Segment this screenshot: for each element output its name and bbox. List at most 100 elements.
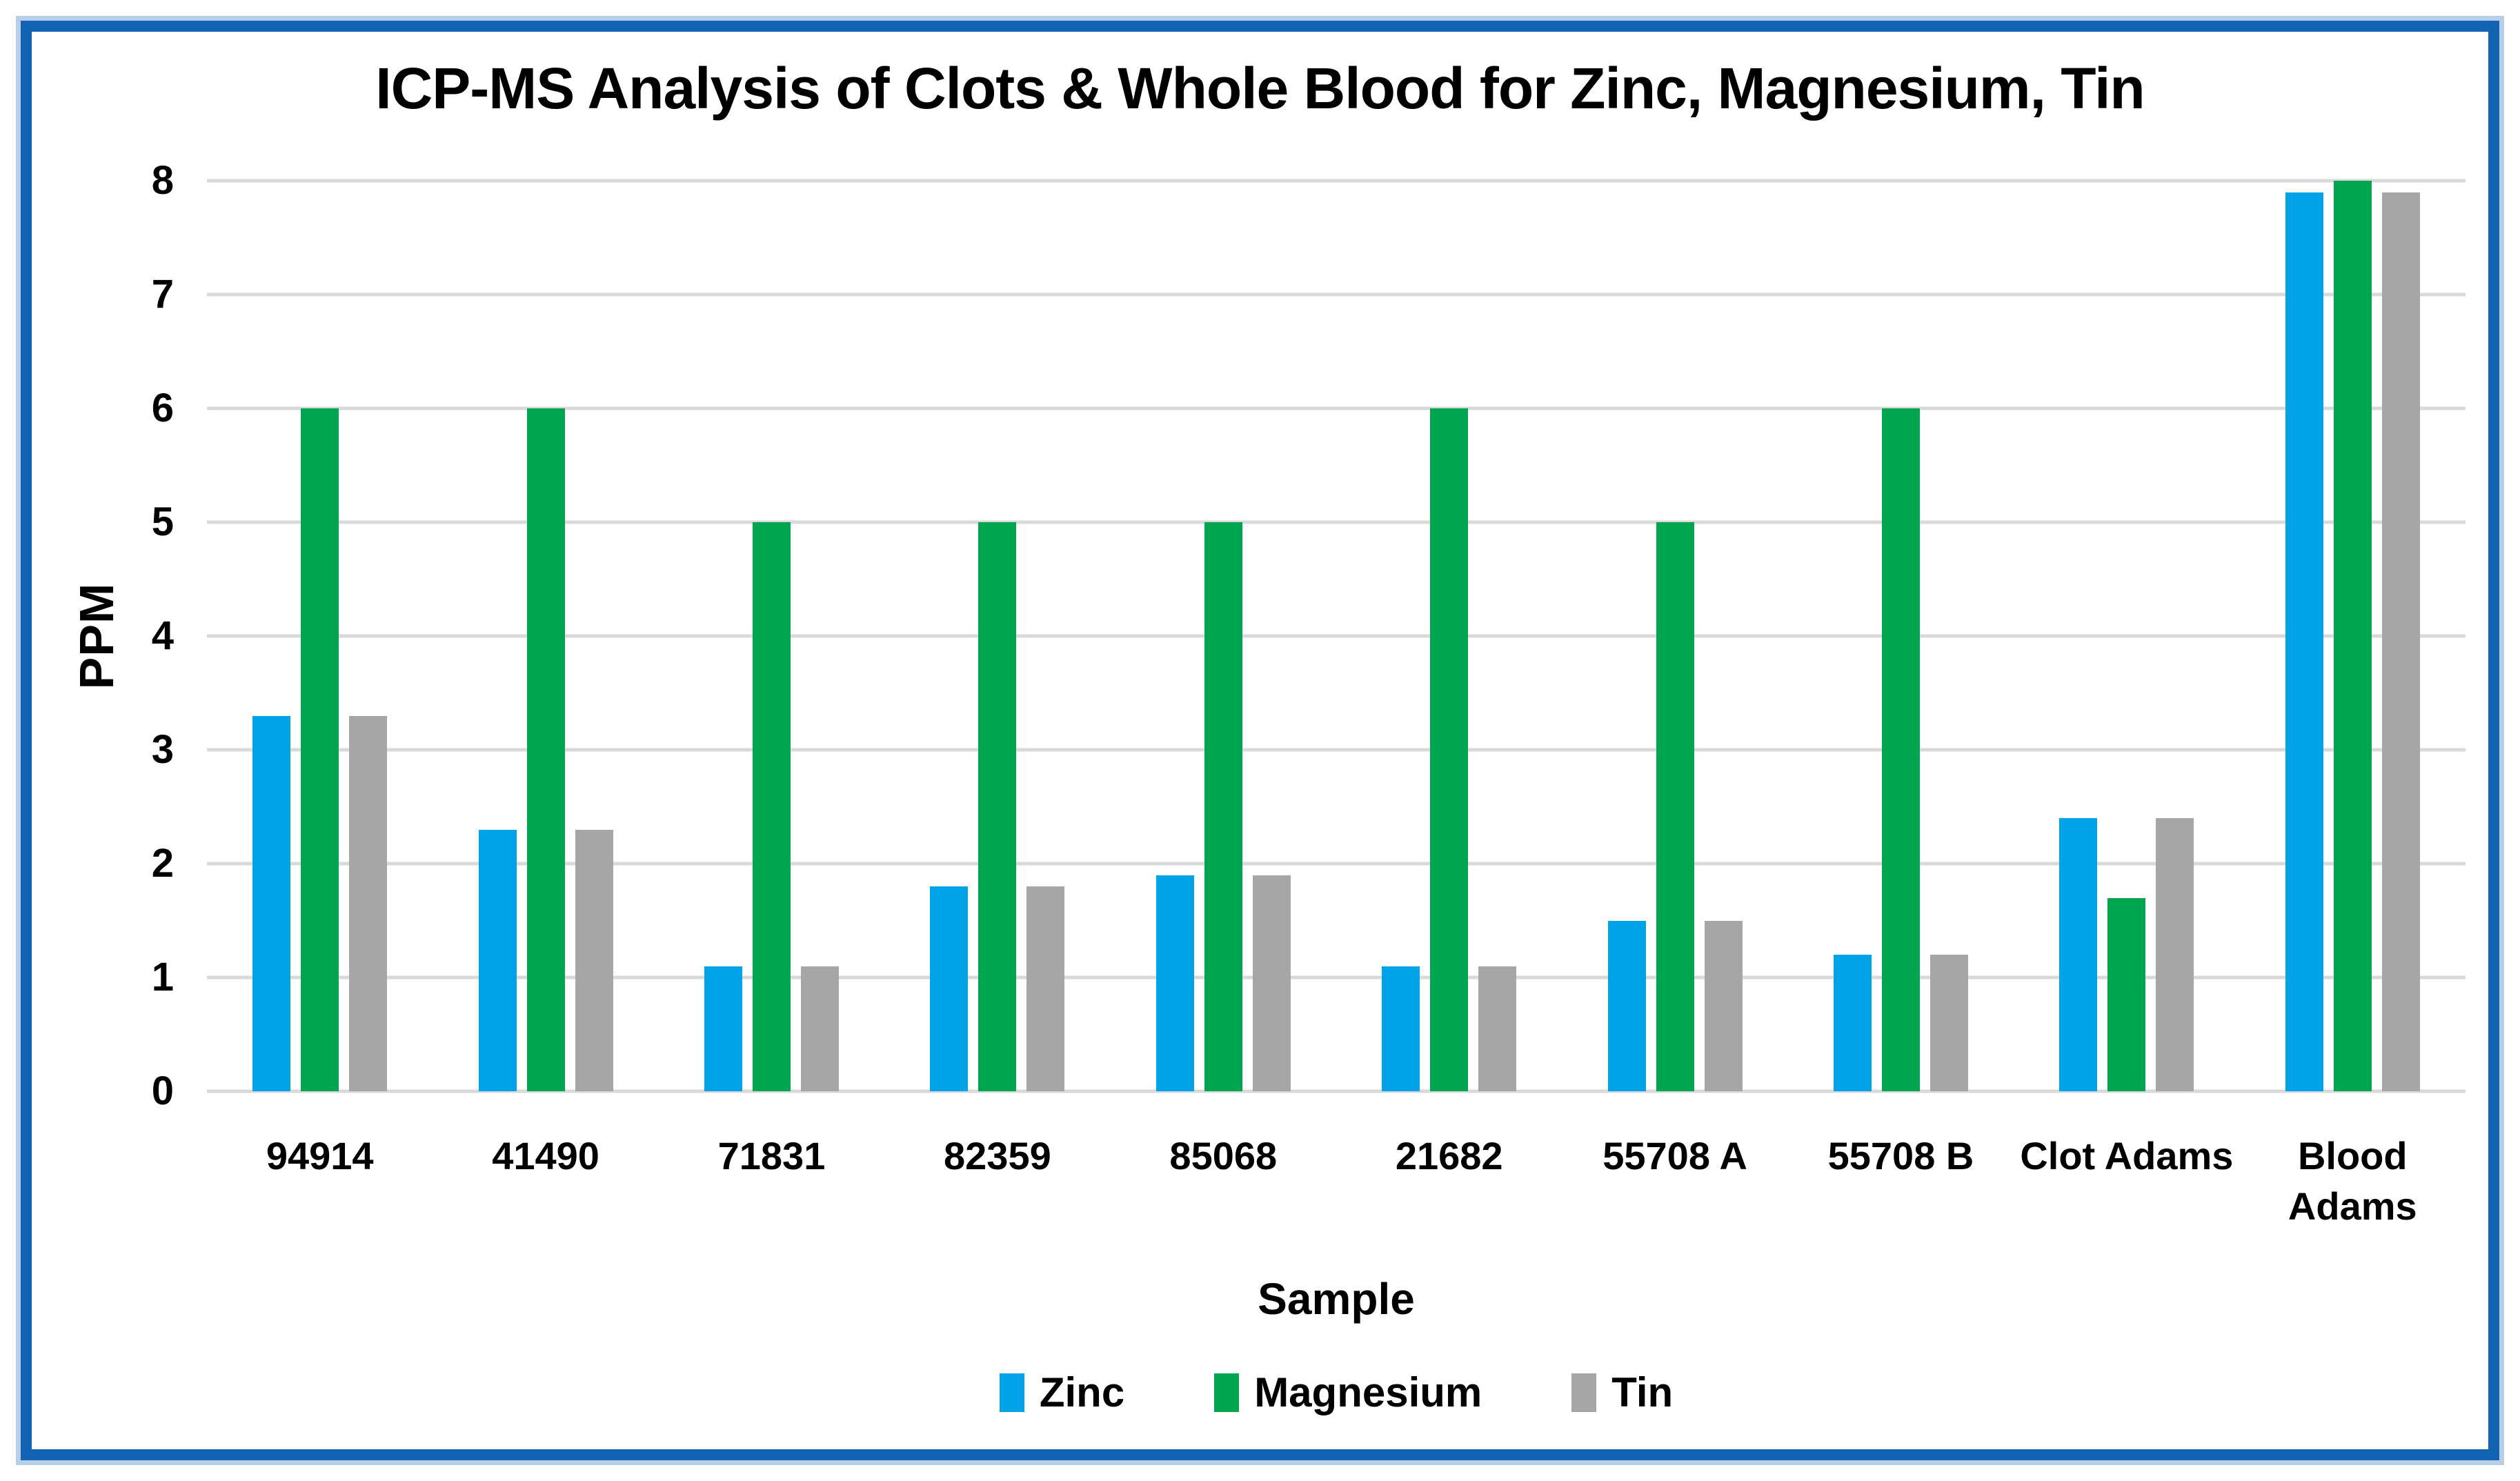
x-tick-label-line: Adams [2288, 1184, 2417, 1228]
y-axis-title: PPM [70, 582, 123, 690]
gridline-2 [207, 862, 2466, 866]
bar-zinc-55708 B [1833, 955, 1872, 1091]
bar-tin-21682 [1478, 966, 1517, 1091]
legend-marker-zinc [999, 1373, 1024, 1412]
legend-label-magnesium: Magnesium [1254, 1369, 1482, 1415]
bar-group-41490 [433, 181, 658, 1091]
x-tick-label-line: 85068 [1169, 1134, 1278, 1177]
gridline-7 [207, 292, 2466, 297]
bar-magnesium-41490 [526, 408, 565, 1091]
gridline-4 [207, 634, 2466, 638]
bar-zinc-Clot Adams [2059, 818, 2098, 1091]
x-tick-label-line: 71831 [717, 1134, 826, 1177]
bar-zinc-71831 [704, 966, 742, 1091]
bar-magnesium-21682 [1430, 408, 1469, 1091]
legend-marker-tin [1571, 1373, 1597, 1412]
x-tick-label-line: 41490 [492, 1134, 599, 1177]
bar-zinc-94914 [252, 715, 291, 1091]
plot-area: 0 1 2 3 4 5 6 7 8 [152, 161, 2466, 1111]
bar-group-94914 [207, 181, 433, 1091]
bar-group-21682 [1336, 181, 1562, 1091]
bar-group-Clot Adams [2014, 181, 2239, 1091]
chart-title: ICP-MS Analysis of Clots & Whole Blood f… [375, 56, 2145, 121]
bar-tin-85068 [1252, 875, 1291, 1091]
x-tick-label-line: 94914 [266, 1134, 374, 1177]
bar-tin-55708 B [1929, 955, 1968, 1091]
x-tick-label-line: 55708 B [1827, 1134, 1974, 1177]
bar-cluster [1788, 181, 2014, 1091]
x-tick-label-Clot Adams: Clot Adams [2014, 1131, 2239, 1182]
legend-label-zinc: Zinc [1039, 1369, 1125, 1415]
legend-item-tin: Tin [1571, 1369, 1673, 1416]
y-tick-label-3: 3 [151, 727, 174, 772]
bar-cluster [1336, 181, 1562, 1091]
bar-group-55708 A [1562, 181, 1787, 1091]
bar-zinc-21682 [1382, 966, 1420, 1091]
bar-magnesium-55708 B [1881, 408, 1920, 1091]
gridline-0 [207, 1089, 2466, 1093]
x-tick-label-21682: 21682 [1336, 1131, 1562, 1182]
x-axis-title: Sample [1258, 1274, 1415, 1324]
bar-cluster [2240, 181, 2466, 1091]
bar-tin-82359 [1026, 886, 1065, 1091]
y-tick-label-5: 5 [151, 499, 174, 544]
bar-magnesium-85068 [1204, 522, 1242, 1091]
bar-zinc-55708 A [1607, 920, 1646, 1091]
gridline-1 [207, 975, 2466, 980]
bar-cluster [2014, 181, 2239, 1091]
y-tick-label-8: 8 [151, 158, 174, 203]
legend-item-zinc: Zinc [999, 1369, 1125, 1416]
chart-frame [21, 21, 2499, 1460]
bar-zinc-41490 [478, 829, 517, 1091]
bar-zinc-85068 [1155, 875, 1194, 1091]
legend: Zinc Magnesium Tin [207, 1369, 2466, 1416]
bar-magnesium-71831 [752, 522, 791, 1091]
x-tick-label-94914: 94914 [207, 1131, 433, 1182]
legend-marker-magnesium [1214, 1373, 1240, 1412]
x-tick-label-71831: 71831 [659, 1131, 884, 1182]
bar-magnesium-94914 [301, 408, 339, 1091]
x-tick-label-85068: 85068 [1111, 1131, 1336, 1182]
bar-tin-41490 [575, 829, 613, 1091]
y-tick-label-7: 7 [151, 272, 174, 317]
bar-tin-Blood Adams [2381, 192, 2420, 1091]
gridline-3 [207, 748, 2466, 752]
bar-group-Blood Adams [2240, 181, 2466, 1091]
x-tick-label-55708 B: 55708 B [1788, 1131, 2014, 1182]
bar-tin-Clot Adams [2156, 818, 2194, 1091]
x-tick-label-line: 82359 [944, 1134, 1051, 1177]
bar-cluster [884, 181, 1110, 1091]
x-tick-label-line: Clot Adams [2020, 1134, 2234, 1177]
x-tick-label-line: Blood [2297, 1134, 2408, 1177]
bar-tin-55708 A [1704, 920, 1743, 1091]
bar-cluster [1111, 181, 1336, 1091]
gridline-8 [207, 179, 2466, 183]
bar-cluster [1562, 181, 1787, 1091]
bar-group-71831 [659, 181, 884, 1091]
x-tick-label-Blood Adams: Blood Adams [2240, 1131, 2466, 1232]
bar-cluster [659, 181, 884, 1091]
y-tick-label-1: 1 [151, 955, 174, 1000]
gridline-6 [207, 406, 2466, 410]
y-tick-label-0: 0 [151, 1068, 174, 1113]
legend-item-magnesium: Magnesium [1214, 1369, 1482, 1416]
x-tick-label-line: 21682 [1395, 1134, 1503, 1177]
legend-label-tin: Tin [1611, 1369, 1674, 1415]
gridline-5 [207, 520, 2466, 524]
bar-group-82359 [884, 181, 1110, 1091]
bar-cluster [433, 181, 658, 1091]
y-tick-label-2: 2 [151, 841, 174, 886]
bar-zinc-82359 [930, 886, 969, 1091]
bar-magnesium-Blood Adams [2333, 181, 2372, 1091]
x-tick-label-55708 A: 55708 A [1562, 1131, 1787, 1182]
y-tick-label-6: 6 [151, 386, 174, 430]
y-tick-label-4: 4 [151, 613, 174, 658]
x-tick-label-41490: 41490 [433, 1131, 658, 1182]
x-tick-label-line: 55708 A [1603, 1134, 1747, 1177]
bar-group-55708 B [1788, 181, 2014, 1091]
bar-magnesium-82359 [978, 522, 1017, 1091]
bar-group-85068 [1111, 181, 1336, 1091]
bar-tin-94914 [349, 715, 388, 1091]
bar-magnesium-55708 A [1656, 522, 1694, 1091]
bar-magnesium-Clot Adams [2107, 897, 2146, 1091]
